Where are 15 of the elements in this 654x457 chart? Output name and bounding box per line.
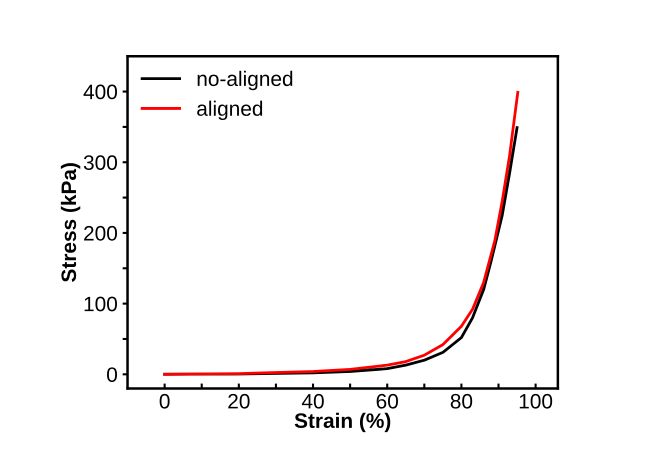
y-tick-label: 400 [84,84,117,100]
x-tick-label: 100 [520,394,552,409]
legend-label: no-aligned [198,70,292,90]
x-tick-label: 40 [302,394,324,409]
x-tick-label: 0 [160,394,170,409]
y-axis-title: Stress (kPa) [60,163,80,282]
x-axis-title: Strain (%) [294,412,390,432]
y-tick-label: 200 [84,226,117,241]
legend-label: aligned [197,100,262,120]
y-tick-label: 300 [84,155,117,170]
y-tick-label: 100 [84,296,117,312]
x-tick-label: 80 [450,394,472,409]
y-tick-label: 0 [107,367,117,382]
x-tick-label: 20 [228,394,250,409]
x-tick-label: 60 [376,394,398,409]
